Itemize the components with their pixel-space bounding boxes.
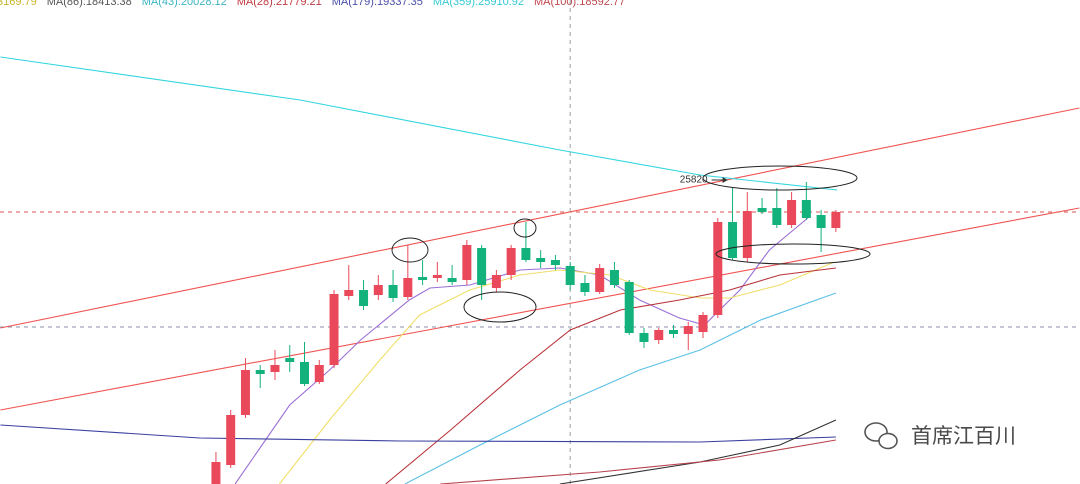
legend-entry: MA(179):19337.35 (332, 0, 423, 8)
candle-body (344, 290, 354, 296)
candle-body (565, 266, 575, 285)
candle-body (831, 212, 841, 228)
candle-body (536, 258, 546, 262)
candle-body (255, 370, 265, 374)
watermark: 首席江百川 (911, 424, 1016, 448)
candle-body (477, 248, 487, 285)
highlight-ellipse (391, 237, 429, 263)
moving-average-line (440, 439, 836, 484)
price-marker-label: 25820 (680, 175, 708, 186)
trend-line (0, 207, 1080, 411)
candle-body (787, 200, 797, 225)
candle-body (388, 285, 398, 298)
candle-body (698, 315, 708, 332)
candle-body (654, 330, 664, 340)
moving-average-line (559, 419, 837, 484)
candle-body (447, 278, 457, 282)
legend-entry: MA(100):18592.77 (534, 0, 625, 8)
highlight-ellipse (715, 243, 871, 265)
legend-entry: MA(86):18413.38 (47, 0, 132, 8)
highlight-ellipse (463, 291, 537, 323)
candle-body (240, 370, 250, 415)
candle-body (521, 248, 531, 260)
wechat-icon (864, 422, 898, 450)
candle-body (683, 326, 693, 334)
candle-body (580, 283, 590, 292)
moving-average-line (0, 424, 836, 443)
candle-body (772, 208, 782, 225)
moving-average-line (0, 56, 838, 191)
legend: 3169.79 MA(86):18413.38 MA(43):20028.12 MA(… (0, 0, 625, 8)
candle-body (624, 282, 634, 333)
legend-entry: MA(28):21779.21 (237, 0, 322, 8)
candle-body (639, 333, 649, 342)
candle-body (211, 462, 221, 484)
candle-body (669, 330, 679, 334)
candle-body (728, 222, 738, 258)
legend-entry: MA(43):20028.12 (142, 0, 227, 8)
candle-body (329, 294, 339, 365)
candle-body (226, 415, 236, 465)
candle-body (595, 268, 605, 292)
candle-body (314, 365, 324, 382)
highlight-ellipse (513, 218, 537, 238)
candle-body (359, 290, 369, 306)
candle-body (506, 248, 516, 275)
candle-body (270, 365, 280, 372)
candle-body (757, 208, 767, 212)
candle-body (609, 270, 619, 285)
highlight-ellipse (702, 165, 858, 191)
candle-body (300, 362, 310, 384)
trend-line (0, 107, 1080, 329)
marks-layer (211, 182, 841, 484)
candle-body (742, 211, 752, 258)
candle-body (418, 277, 428, 280)
candle-body (491, 275, 501, 288)
moving-average-line (385, 267, 836, 484)
candle-body (801, 200, 811, 218)
annotation-layer: 首席江百川 25820 (391, 165, 1016, 450)
legend-entry: MA(359):25910.92 (433, 0, 524, 8)
candle-body (285, 358, 295, 362)
candle-body (550, 260, 560, 265)
candle-body (373, 285, 383, 295)
candle-body (713, 222, 723, 315)
moving-average-line (278, 261, 835, 484)
candle-body (462, 245, 472, 280)
legend-entry: 3169.79 (0, 0, 37, 8)
price-marker-arrowhead (722, 177, 728, 183)
candle-body (403, 278, 413, 297)
moving-average-line (404, 292, 837, 484)
candle-body (816, 215, 826, 228)
candle-body (432, 275, 442, 278)
